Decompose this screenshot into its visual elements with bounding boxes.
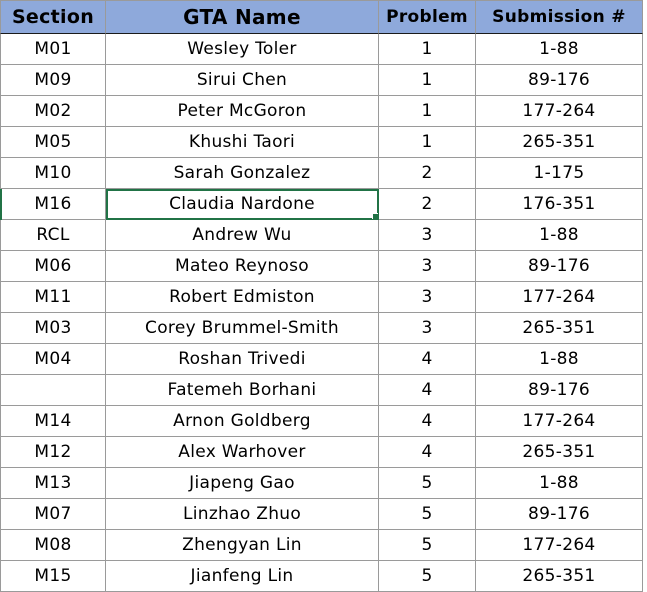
header-submission[interactable]: Submission #	[476, 0, 643, 34]
submission-cell[interactable]: 1-88	[476, 468, 643, 499]
problem-cell[interactable]: 3	[379, 220, 476, 251]
table-row: M11 Robert Edmiston 3 177-264	[0, 282, 643, 313]
gta-name-cell[interactable]: Wesley Toler	[106, 34, 379, 65]
section-cell[interactable]: M13	[0, 468, 106, 499]
section-cell[interactable]	[0, 375, 106, 406]
header-gta-name[interactable]: GTA Name	[106, 0, 379, 34]
fill-handle[interactable]	[372, 213, 378, 219]
problem-cell[interactable]: 4	[379, 375, 476, 406]
submission-cell[interactable]: 176-351	[476, 189, 643, 220]
table-row: M09 Sirui Chen 1 89-176	[0, 65, 643, 96]
table-row: M01 Wesley Toler 1 1-88	[0, 34, 643, 65]
gta-name-cell[interactable]: Khushi Taori	[106, 127, 379, 158]
section-cell[interactable]: M02	[0, 96, 106, 127]
submission-cell[interactable]: 89-176	[476, 499, 643, 530]
problem-cell[interactable]: 4	[379, 406, 476, 437]
table-row: M15 Jianfeng Lin 5 265-351	[0, 561, 643, 592]
table-row: M08 Zhengyan Lin 5 177-264	[0, 530, 643, 561]
problem-cell[interactable]: 5	[379, 468, 476, 499]
submission-cell[interactable]: 177-264	[476, 96, 643, 127]
problem-cell[interactable]: 1	[379, 96, 476, 127]
problem-cell[interactable]: 5	[379, 561, 476, 592]
submission-cell[interactable]: 89-176	[476, 375, 643, 406]
problem-cell[interactable]: 3	[379, 282, 476, 313]
submission-cell[interactable]: 177-264	[476, 282, 643, 313]
submission-cell[interactable]: 177-264	[476, 530, 643, 561]
problem-cell[interactable]: 2	[379, 189, 476, 220]
submission-cell[interactable]: 1-88	[476, 220, 643, 251]
problem-cell[interactable]: 1	[379, 127, 476, 158]
section-cell[interactable]: M15	[0, 561, 106, 592]
problem-cell[interactable]: 3	[379, 313, 476, 344]
gta-name-cell[interactable]: Roshan Trivedi	[106, 344, 379, 375]
header-row: Section GTA Name Problem Submission #	[0, 0, 643, 34]
problem-cell[interactable]: 3	[379, 251, 476, 282]
table-row: RCL Andrew Wu 3 1-88	[0, 220, 643, 251]
table-row: M13 Jiapeng Gao 5 1-88	[0, 468, 643, 499]
table-row: M12 Alex Warhover 4 265-351	[0, 437, 643, 468]
section-cell[interactable]: M16	[0, 189, 106, 220]
table-row: M07 Linzhao Zhuo 5 89-176	[0, 499, 643, 530]
problem-cell[interactable]: 4	[379, 437, 476, 468]
problem-cell[interactable]: 5	[379, 530, 476, 561]
section-cell[interactable]: M05	[0, 127, 106, 158]
section-cell[interactable]: M14	[0, 406, 106, 437]
gta-name-cell[interactable]: Sarah Gonzalez	[106, 158, 379, 189]
gta-name-cell[interactable]: Jiapeng Gao	[106, 468, 379, 499]
table-row: M04 Roshan Trivedi 4 1-88	[0, 344, 643, 375]
section-cell[interactable]: M11	[0, 282, 106, 313]
header-problem[interactable]: Problem	[379, 0, 476, 34]
section-cell[interactable]: M06	[0, 251, 106, 282]
section-cell[interactable]: M09	[0, 65, 106, 96]
gta-name-cell[interactable]: Linzhao Zhuo	[106, 499, 379, 530]
submission-cell[interactable]: 265-351	[476, 313, 643, 344]
gta-name-cell[interactable]: Peter McGoron	[106, 96, 379, 127]
table-body: M01 Wesley Toler 1 1-88 M09 Sirui Chen 1 89-176…	[0, 34, 643, 592]
section-cell[interactable]: M01	[0, 34, 106, 65]
table-row: M02 Peter McGoron 1 177-264	[0, 96, 643, 127]
table-row: M14 Arnon Goldberg 4 177-264	[0, 406, 643, 437]
table-row: M06 Mateo Reynoso 3 89-176	[0, 251, 643, 282]
problem-cell[interactable]: 1	[379, 65, 476, 96]
table-row: M16 Claudia Nardone 2 176-351	[0, 189, 643, 220]
section-cell[interactable]: M12	[0, 437, 106, 468]
selected-cell[interactable]: Claudia Nardone	[106, 189, 379, 220]
gta-name-cell[interactable]: Corey Brummel-Smith	[106, 313, 379, 344]
submission-cell[interactable]: 89-176	[476, 65, 643, 96]
submission-cell[interactable]: 177-264	[476, 406, 643, 437]
gta-name-cell[interactable]: Mateo Reynoso	[106, 251, 379, 282]
submission-cell[interactable]: 1-175	[476, 158, 643, 189]
gta-name-cell[interactable]: Alex Warhover	[106, 437, 379, 468]
section-cell[interactable]: M08	[0, 530, 106, 561]
gta-name-cell[interactable]: Arnon Goldberg	[106, 406, 379, 437]
submission-cell[interactable]: 1-88	[476, 34, 643, 65]
problem-cell[interactable]: 5	[379, 499, 476, 530]
submission-cell[interactable]: 89-176	[476, 251, 643, 282]
gta-name-cell[interactable]: Robert Edmiston	[106, 282, 379, 313]
active-row-marker	[0, 189, 2, 220]
problem-cell[interactable]: 4	[379, 344, 476, 375]
submission-cell[interactable]: 265-351	[476, 127, 643, 158]
section-cell[interactable]: M03	[0, 313, 106, 344]
section-cell[interactable]: RCL	[0, 220, 106, 251]
section-cell[interactable]: M07	[0, 499, 106, 530]
gta-name-cell[interactable]: Andrew Wu	[106, 220, 379, 251]
section-cell[interactable]: M10	[0, 158, 106, 189]
gta-name-cell[interactable]: Jianfeng Lin	[106, 561, 379, 592]
table-row: M10 Sarah Gonzalez 2 1-175	[0, 158, 643, 189]
submission-cell[interactable]: 265-351	[476, 561, 643, 592]
gta-name-cell[interactable]: Fatemeh Borhani	[106, 375, 379, 406]
table-row: Fatemeh Borhani 4 89-176	[0, 375, 643, 406]
gta-name-cell[interactable]: Sirui Chen	[106, 65, 379, 96]
submission-cell[interactable]: 1-88	[476, 344, 643, 375]
table-row: M05 Khushi Taori 1 265-351	[0, 127, 643, 158]
gta-name-cell[interactable]: Zhengyan Lin	[106, 530, 379, 561]
problem-cell[interactable]: 1	[379, 34, 476, 65]
header-section[interactable]: Section	[0, 0, 106, 34]
problem-cell[interactable]: 2	[379, 158, 476, 189]
submission-cell[interactable]: 265-351	[476, 437, 643, 468]
section-cell[interactable]: M04	[0, 344, 106, 375]
table-row: M03 Corey Brummel-Smith 3 265-351	[0, 313, 643, 344]
